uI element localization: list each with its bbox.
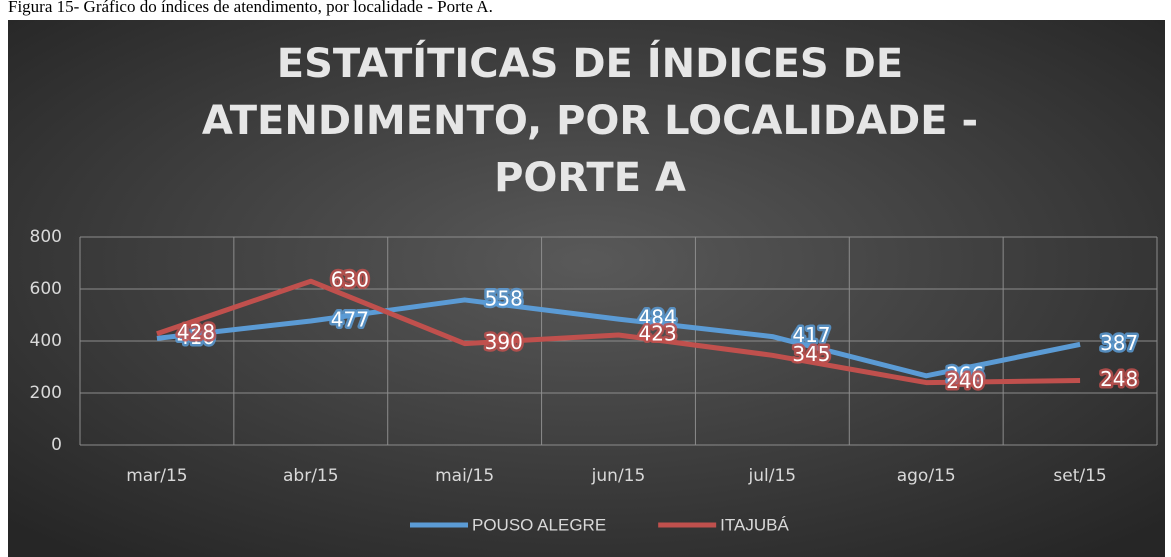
chart-title: PORTE A [494,155,686,201]
series-line [156,297,1081,379]
legend-label: ITAJUBÁ [720,515,789,534]
data-label: 558 [485,286,523,310]
data-label: 630 [331,268,369,292]
x-tick-label: abr/15 [283,466,339,486]
data-label: 428 [177,320,215,344]
y-tick-label: 0 [51,435,62,455]
y-tick-label: 800 [30,227,62,247]
x-tick-label: mai/15 [435,466,494,486]
chart-title: ESTATÍTICAS DE ÍNDICES DE [277,39,903,87]
y-tick-label: 200 [30,383,62,403]
data-label: 248 [1100,367,1138,391]
data-label: 390 [485,330,523,354]
data-label: 387 [1100,331,1138,355]
data-label: 484 [639,306,677,330]
y-tick-label: 600 [30,279,62,299]
chart-title: ATENDIMENTO, POR LOCALIDADE - [202,98,978,144]
y-tick-label: 400 [30,331,62,351]
caption: Figura 15- Gráfico do índices de atendim… [8,0,493,16]
data-label: 477 [331,307,369,331]
x-tick-label: ago/15 [897,466,956,486]
x-tick-label: jul/15 [748,466,797,486]
data-label: 423 [639,322,677,346]
chart: ESTATÍTICAS DE ÍNDICES DE ATENDIMENTO, PO… [30,39,1158,534]
data-label: 266 [946,362,984,386]
data-label: 345 [792,342,830,366]
data-label: 240 [946,369,984,393]
x-tick-label: mar/15 [126,466,187,486]
data-label: 417 [792,323,830,347]
x-tick-label: jun/15 [591,466,646,486]
legend-label: POUSO ALEGRE [472,515,606,534]
data-label: 410 [177,325,215,349]
x-tick-label: set/15 [1053,466,1106,486]
series-line [156,278,1081,386]
